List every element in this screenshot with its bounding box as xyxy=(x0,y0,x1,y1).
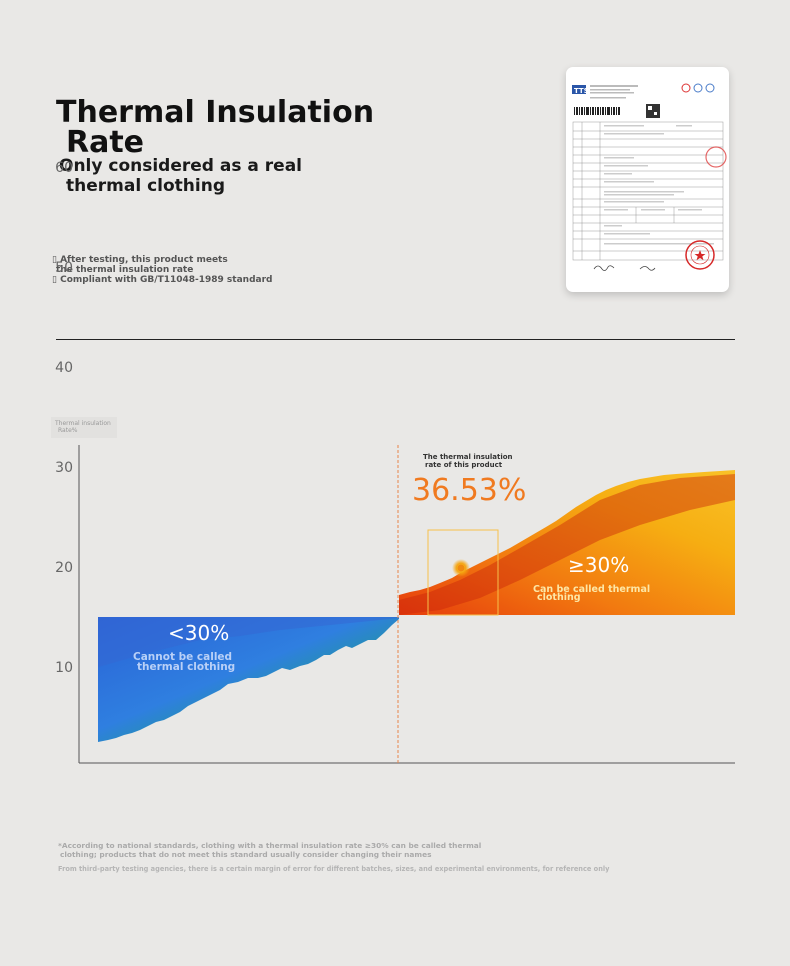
note-1-line-2: the thermal insulation rate xyxy=(56,265,194,275)
certificate-logo: TTS xyxy=(574,87,589,95)
footnote: *According to national standards, clothi… xyxy=(58,841,481,859)
y-tick-label-30: 30 xyxy=(55,460,73,476)
high-region-caption-line-2: clothing xyxy=(537,592,581,603)
product-marker-point xyxy=(457,564,465,572)
page-subtitle: Only considered as a real thermal clothi… xyxy=(59,156,302,196)
disclaimer: From third-party testing agencies, there… xyxy=(58,865,610,873)
subtitle-line-2: thermal clothing xyxy=(66,176,225,196)
y-tick-label-20: 20 xyxy=(55,560,73,576)
high-region-label: ≥30% xyxy=(568,553,629,577)
title-line-2: Rate xyxy=(66,125,145,160)
certificate-document-icon: TTS xyxy=(572,83,727,271)
high-region-caption-line-1: Can be called thermal xyxy=(533,584,650,595)
title-line-1: Thermal Insulation xyxy=(56,95,375,130)
y-tick-label-50: 50 xyxy=(55,260,73,276)
low-region-caption-line-2: thermal clothing xyxy=(137,661,235,673)
note-1-line-1: ▯ After testing, this product meets xyxy=(52,255,228,265)
y-axis-label: Thermal insulation Rate% xyxy=(51,417,117,438)
low-region-caption-line-1: Cannot be called xyxy=(133,651,232,663)
footnote-line-1: *According to national standards, clothi… xyxy=(58,841,482,850)
low-region-sky-shade xyxy=(98,617,399,667)
page-title: Thermal Insulation Rate xyxy=(56,98,374,158)
product-value-label: 36.53% xyxy=(412,473,526,508)
y-tick-label-40: 40 xyxy=(55,360,73,376)
y-tick-label-60: 60 xyxy=(55,160,73,176)
subtitle-line-1: Only considered as a real xyxy=(59,156,302,176)
product-caption-line-1: The thermal insulation xyxy=(423,453,513,461)
low-region-area xyxy=(98,617,399,742)
high-region-ridge-shade xyxy=(399,474,735,615)
high-region-area xyxy=(399,470,735,615)
note-2: ▯ Compliant with GB/T11048-1989 standard xyxy=(52,275,273,285)
y-tick-label-10: 10 xyxy=(55,660,73,676)
low-region-label: <30% xyxy=(168,621,229,645)
product-caption-line-2: rate of this product xyxy=(425,461,503,469)
test-certificate-image: TTS xyxy=(566,67,729,292)
footnote-line-2: clothing; products that do not meet this… xyxy=(60,850,432,859)
test-notes: ▯ After testing, this product meets the … xyxy=(52,255,272,285)
y-tick-labels: 10 20 30 40 50 60 xyxy=(55,160,73,676)
section-divider xyxy=(56,339,735,340)
product-highlight-box xyxy=(427,529,499,616)
